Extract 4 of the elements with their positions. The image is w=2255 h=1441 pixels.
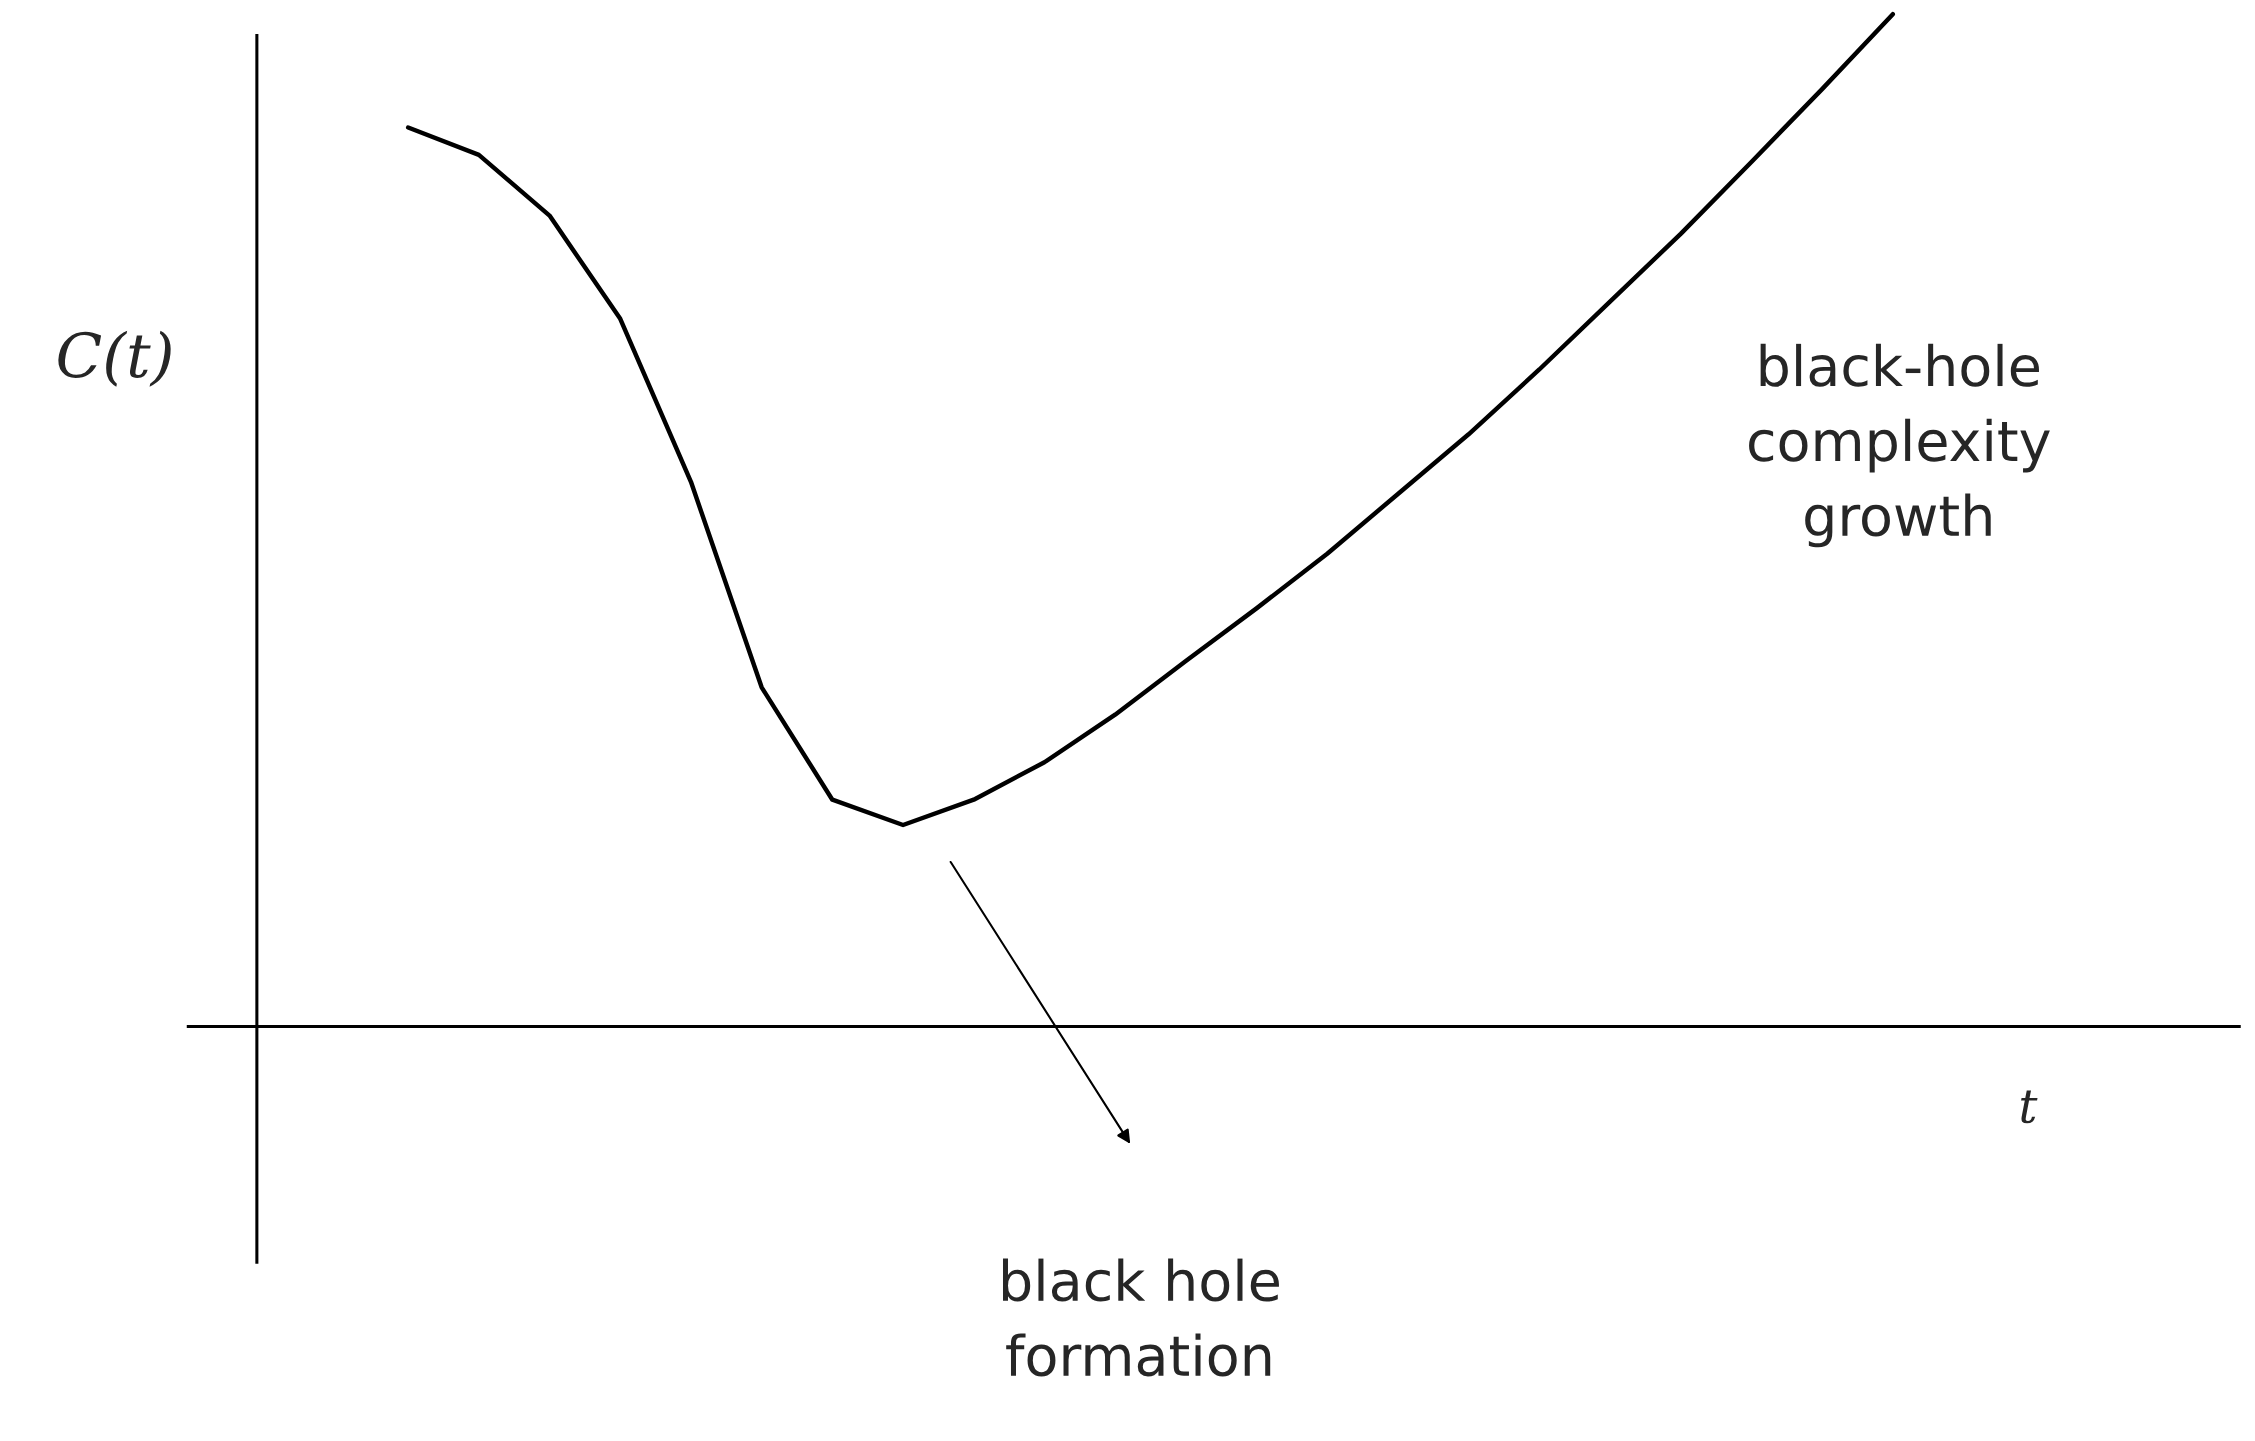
text: black hole formation — [1002, 1258, 1279, 1377]
annotation: black-hole complexity growth — [1749, 343, 2050, 548]
y-axis-title: C(t) — [58, 330, 171, 387]
x-axis-title: t — [2021, 1090, 2038, 1124]
